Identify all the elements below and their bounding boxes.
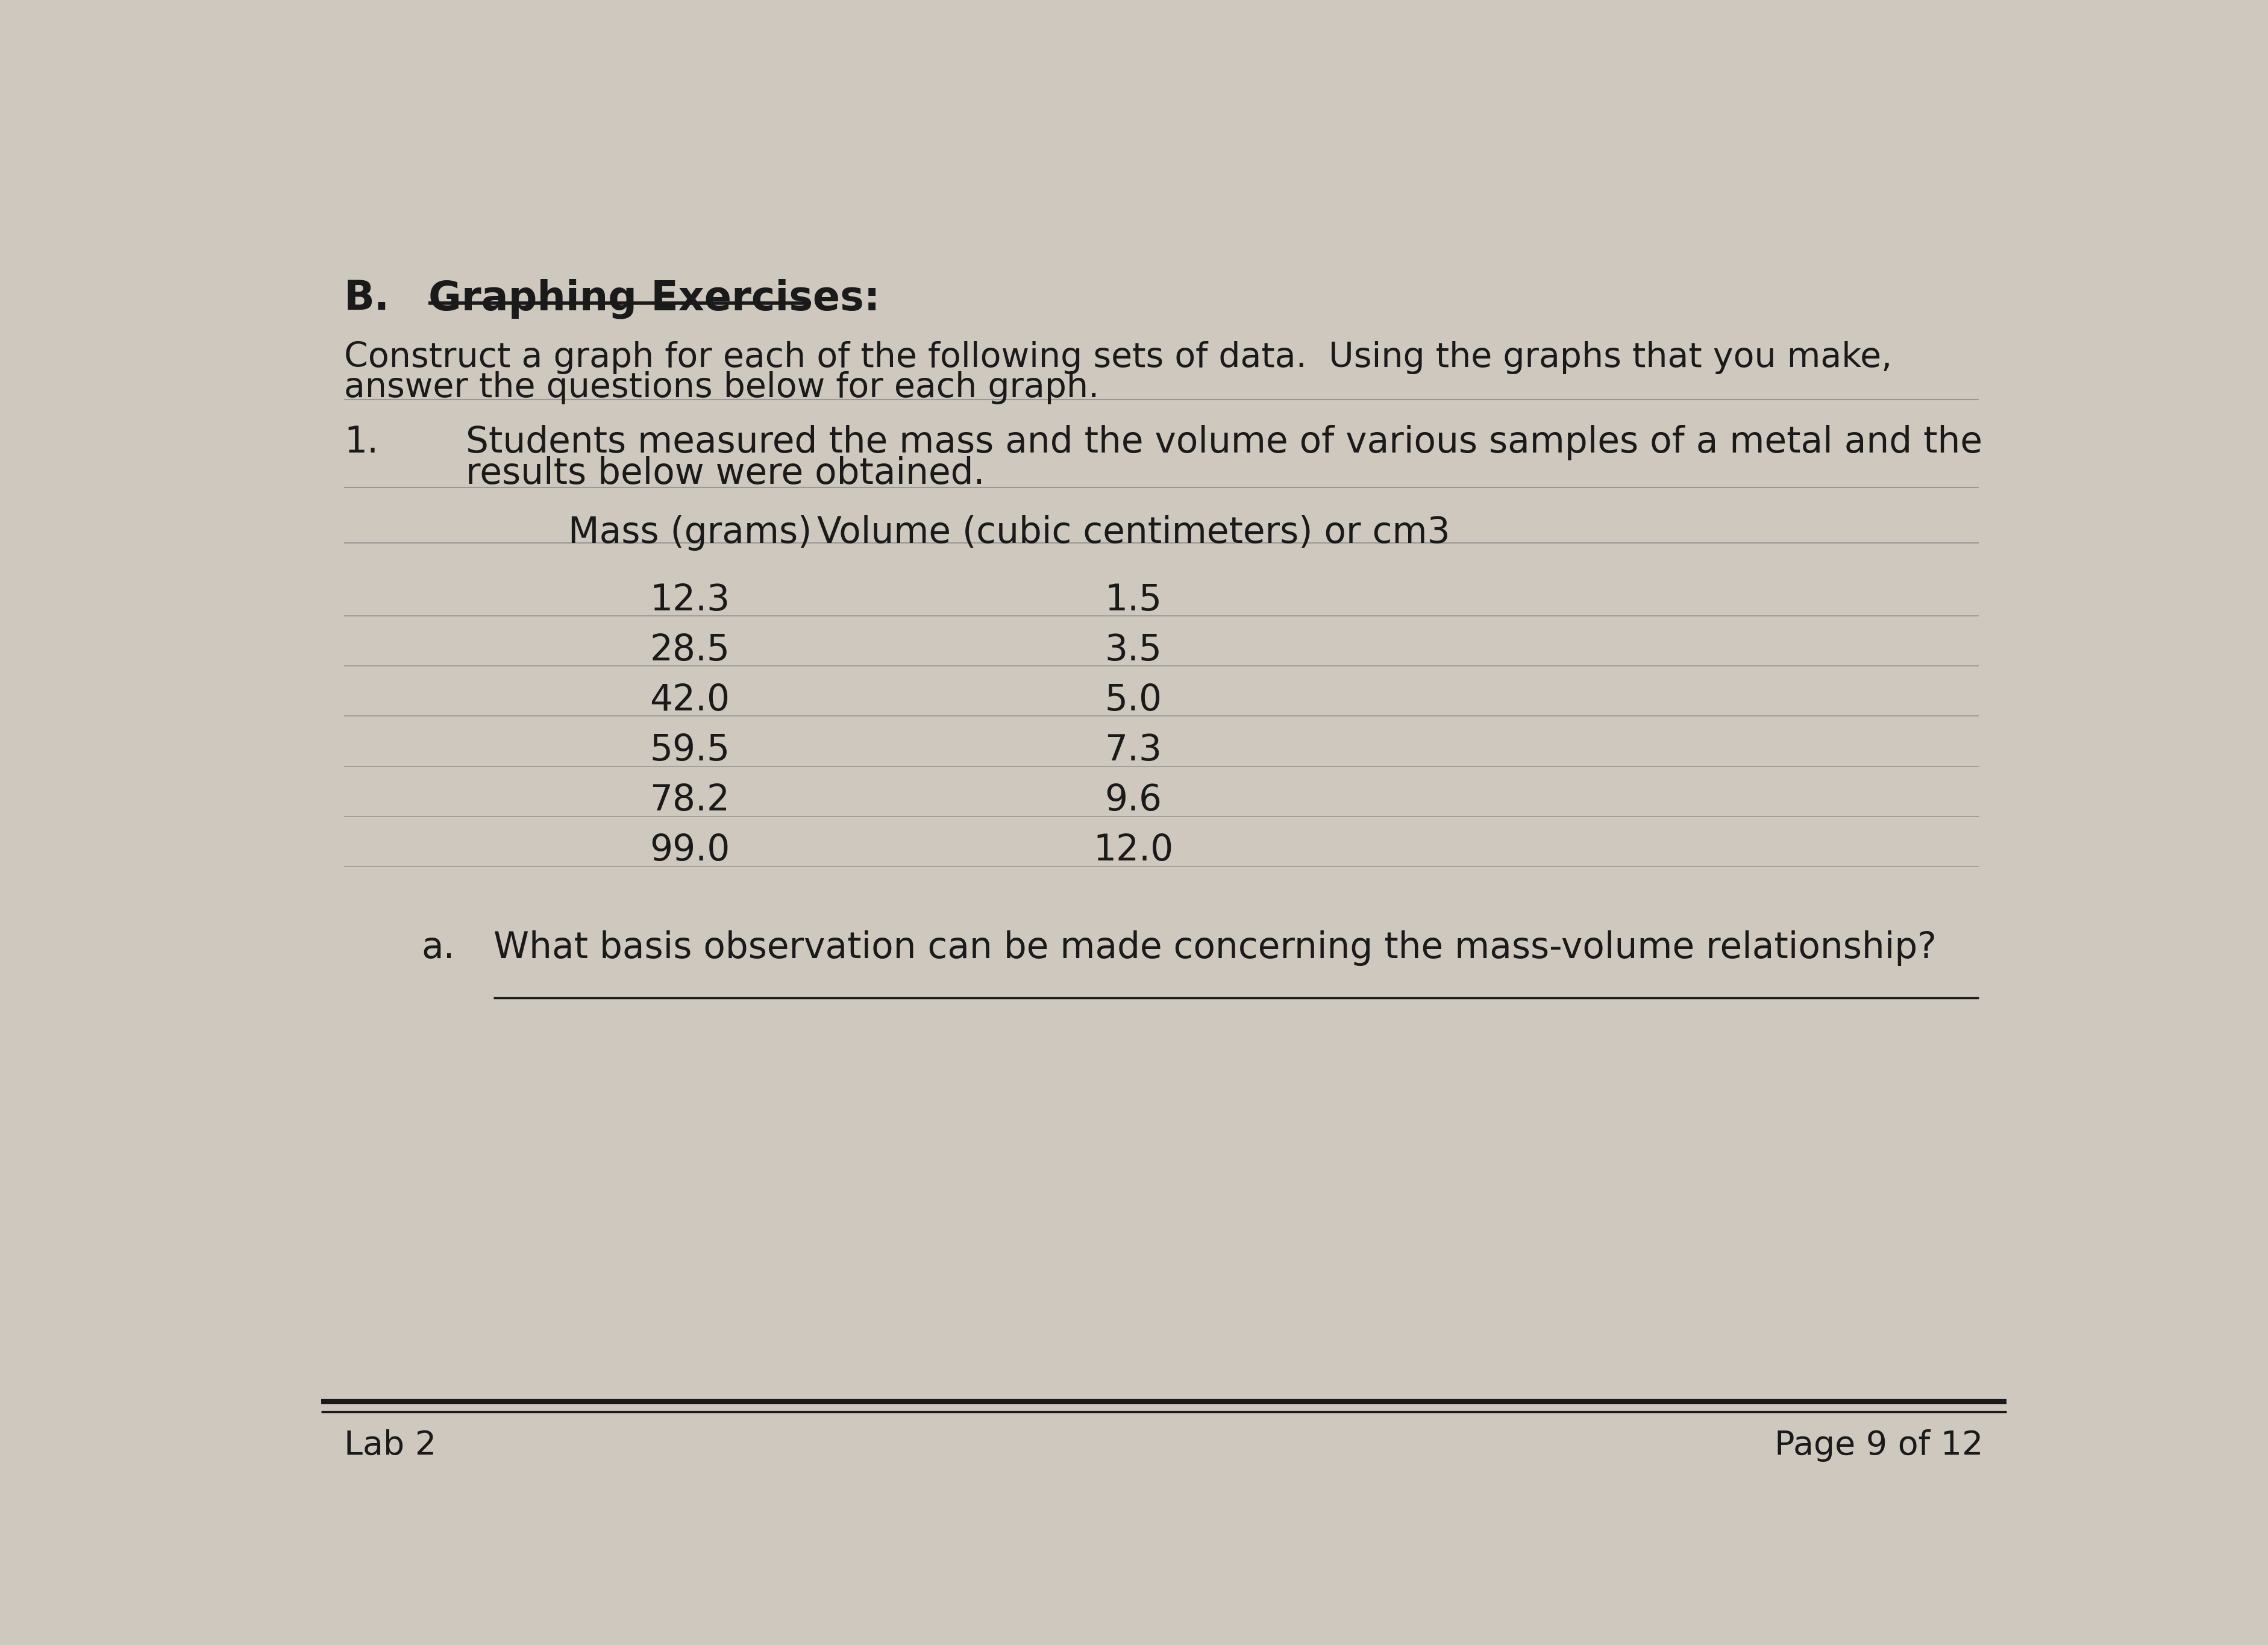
Text: 3.5: 3.5 bbox=[1105, 633, 1161, 668]
Text: What basis observation can be made concerning the mass-volume relationship?: What basis observation can be made conce… bbox=[494, 931, 1937, 966]
Text: Volume (cubic centimeters) or cm3: Volume (cubic centimeters) or cm3 bbox=[816, 515, 1449, 551]
Text: Students measured the mass and the volume of various samples of a metal and the: Students measured the mass and the volum… bbox=[465, 424, 1982, 461]
Text: 1.5: 1.5 bbox=[1105, 582, 1161, 619]
Text: 9.6: 9.6 bbox=[1105, 783, 1161, 819]
Text: B.: B. bbox=[345, 278, 390, 319]
Text: Mass (grams): Mass (grams) bbox=[567, 515, 812, 551]
Text: 1.: 1. bbox=[345, 424, 379, 461]
Text: 7.3: 7.3 bbox=[1105, 732, 1161, 768]
Text: Page 9 of 12: Page 9 of 12 bbox=[1774, 1430, 1982, 1462]
Text: 59.5: 59.5 bbox=[649, 732, 730, 768]
Text: Graphing Exercises:: Graphing Exercises: bbox=[429, 278, 880, 319]
Text: answer the questions below for each graph.: answer the questions below for each grap… bbox=[345, 372, 1100, 405]
Text: results below were obtained.: results below were obtained. bbox=[465, 456, 984, 492]
Text: 99.0: 99.0 bbox=[649, 832, 730, 869]
Text: 78.2: 78.2 bbox=[649, 783, 730, 819]
Text: 28.5: 28.5 bbox=[649, 633, 730, 668]
Text: a.: a. bbox=[422, 931, 456, 966]
Text: 42.0: 42.0 bbox=[649, 683, 730, 719]
Text: 5.0: 5.0 bbox=[1105, 683, 1161, 719]
Text: Lab 2: Lab 2 bbox=[345, 1430, 435, 1462]
Text: 12.3: 12.3 bbox=[649, 582, 730, 619]
Text: 12.0: 12.0 bbox=[1093, 832, 1173, 869]
Text: Construct a graph for each of the following sets of data.  Using the graphs that: Construct a graph for each of the follow… bbox=[345, 341, 1892, 375]
